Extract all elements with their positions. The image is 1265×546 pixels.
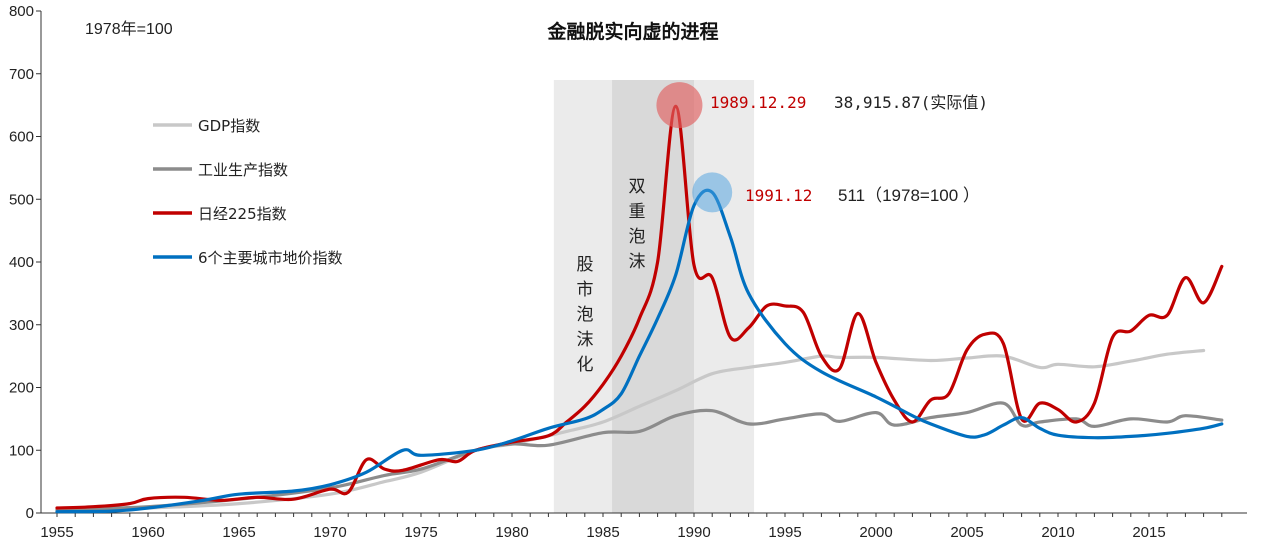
x-tick-label: 1955: [40, 524, 73, 541]
shaded-region-1: [612, 80, 694, 513]
land-price-peak-marker: [692, 172, 733, 213]
y-tick-label: 200: [9, 380, 34, 397]
gdp-index-line: [55, 348, 1206, 512]
x-tick-label: 1980: [495, 524, 528, 541]
region-label-char: 市: [577, 280, 594, 300]
y-tick-label: 100: [9, 442, 34, 459]
base-year-note: 1978年=100: [85, 20, 173, 38]
annotation-nikkei-date: 1989.12.29: [710, 93, 806, 112]
region-label-char: 泡: [629, 227, 646, 247]
x-tick-label: 2005: [950, 524, 983, 541]
legend-label: 工业生产指数: [198, 161, 288, 179]
x-tick-label: 1985: [586, 524, 619, 541]
y-tick-label: 600: [9, 129, 34, 146]
y-tick-label: 300: [9, 317, 34, 334]
annotation-markers: [656, 82, 733, 213]
x-tick-label: 1970: [313, 524, 346, 541]
chart-title: 金融脱实向虚的进程: [546, 20, 718, 43]
y-tick-label: 0: [26, 505, 34, 522]
shaded-regions: [553, 80, 755, 513]
region-label-char: 重: [629, 202, 646, 222]
y-tick-label: 700: [9, 66, 34, 83]
region-label-char: 化: [577, 355, 594, 375]
nikkei-peak-marker: [656, 82, 703, 129]
region-label-char: 沫: [629, 252, 646, 272]
x-axis: 1955 1960 1965 1970 1975 1980 1985 1990 1995 2000…: [40, 512, 1247, 541]
y-tick-label: 500: [9, 191, 34, 208]
industrial-production-line: [55, 401, 1224, 512]
x-tick-label: 1995: [768, 524, 801, 541]
region-label-char: 泡: [577, 305, 594, 325]
x-tick-label: 1965: [222, 524, 255, 541]
legend-label: 日经225指数: [198, 205, 287, 223]
region-label-char: 双: [629, 177, 646, 197]
y-tick-label: 400: [9, 254, 34, 271]
annotation-land-value: 511（1978=100 ）: [838, 186, 980, 205]
nikkei-225-line: [55, 104, 1224, 510]
x-tick-label: 2000: [859, 524, 892, 541]
x-tick-label: 2015: [1132, 524, 1165, 541]
x-tick-label: 1990: [677, 524, 710, 541]
legend-label: GDP指数: [198, 117, 260, 135]
land-price-line: [55, 188, 1224, 514]
x-tick-label: 1960: [131, 524, 164, 541]
annotation-land-date: 1991.12: [745, 186, 812, 205]
annotations: 1989.12.29 38,915.87(实际值) 1991.12 511（19…: [710, 93, 988, 205]
x-tick-label: 1975: [404, 524, 437, 541]
y-axis: 0 100 200 300 400 500 600 700 800: [9, 3, 42, 522]
y-tick-label: 800: [9, 3, 34, 20]
legend-label: 6个主要城市地价指数: [198, 249, 343, 267]
annotation-nikkei-value: 38,915.87(实际值): [834, 93, 988, 112]
series-lines: [55, 104, 1224, 514]
region-label-char: 沫: [577, 330, 594, 350]
x-tick-label: 2010: [1041, 524, 1074, 541]
region-label-char: 股: [577, 255, 594, 275]
